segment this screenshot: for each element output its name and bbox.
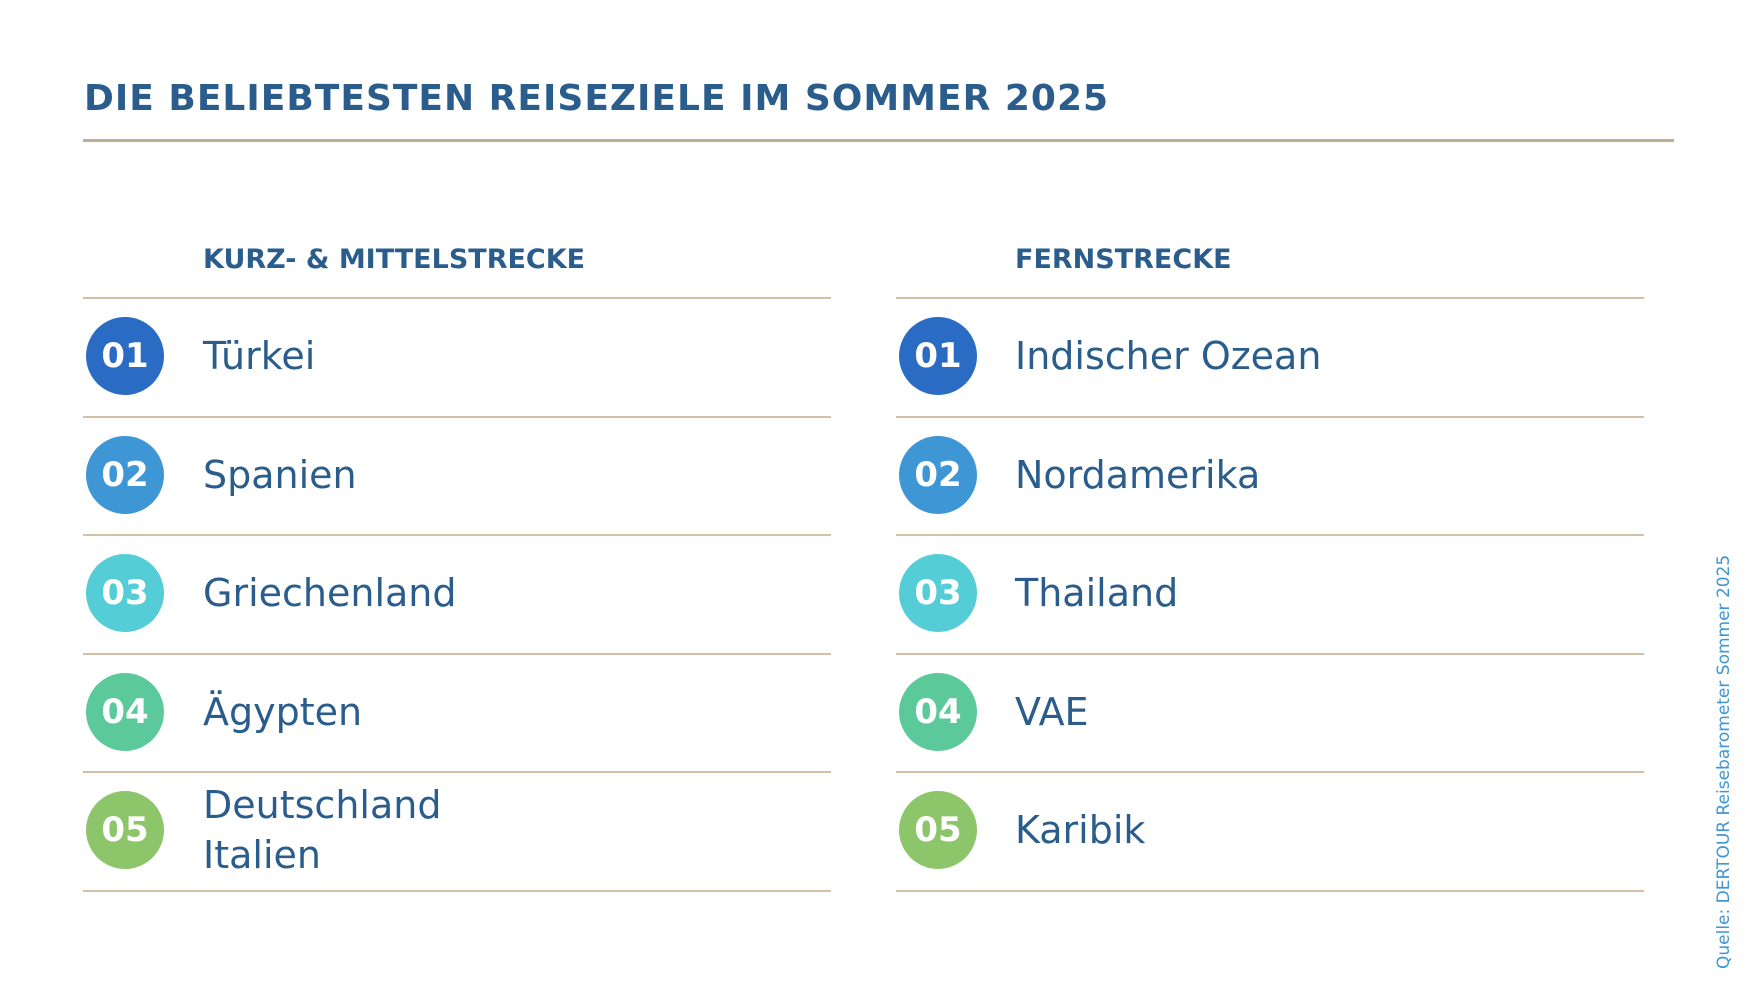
rank-badge: 01 <box>86 317 164 396</box>
rule <box>83 297 831 299</box>
rank-badge: 02 <box>899 435 977 514</box>
column-header: KURZ- & MITTELSTRECKE <box>203 244 586 275</box>
destination: Deutschland <box>203 783 442 828</box>
destination: Nordamerika <box>1015 452 1261 497</box>
column-header: FERNSTRECKE <box>1015 244 1232 275</box>
title: DIE BELIEBTESTEN REISEZIELE IM SOMMER 20… <box>84 78 1110 119</box>
destination: Griechenland <box>203 571 457 616</box>
destination: Thailand <box>1015 571 1179 616</box>
rank-badge: 05 <box>899 791 977 870</box>
rule <box>896 652 1644 655</box>
destination: Indischer Ozean <box>1015 334 1322 379</box>
rank-badge: 04 <box>86 672 164 751</box>
rule <box>83 889 831 892</box>
rule <box>896 297 1644 299</box>
rule <box>83 771 831 773</box>
destination: Italien <box>203 833 321 878</box>
rank-badge: 03 <box>899 554 977 633</box>
rank-badge: 02 <box>86 435 164 514</box>
rule <box>896 771 1644 773</box>
rule <box>83 415 831 418</box>
title-rule <box>83 139 1674 142</box>
rank-badge: 05 <box>86 791 164 870</box>
rank-badge: 04 <box>899 672 977 751</box>
rule <box>896 534 1644 536</box>
rank-badge: 01 <box>899 317 977 396</box>
destination: Karibik <box>1015 808 1146 853</box>
source-note: Quelle: DERTOUR Reisebarometer Sommer 20… <box>1714 554 1734 969</box>
destination: VAE <box>1015 689 1089 734</box>
destination: Spanien <box>203 452 357 497</box>
rank-badge: 03 <box>86 554 164 633</box>
rule <box>896 889 1644 892</box>
rule <box>83 534 831 536</box>
rule <box>896 415 1644 418</box>
rule <box>83 652 831 655</box>
destination: Ägypten <box>203 689 363 734</box>
destination: Türkei <box>203 334 316 379</box>
